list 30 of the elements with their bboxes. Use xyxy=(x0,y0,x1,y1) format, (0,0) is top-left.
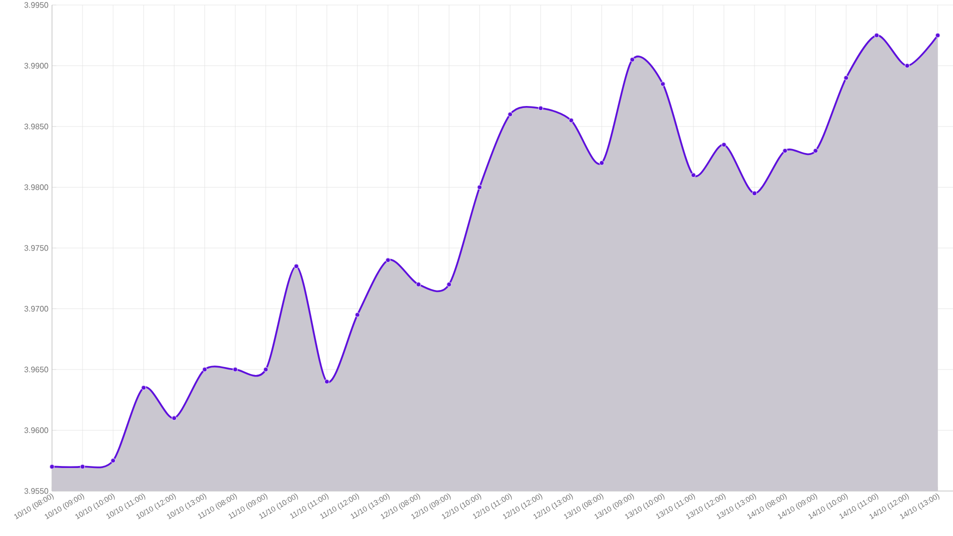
point xyxy=(477,184,482,190)
point xyxy=(385,258,390,263)
point xyxy=(202,367,208,372)
point xyxy=(538,106,544,111)
point xyxy=(874,32,880,38)
point xyxy=(935,32,940,38)
point xyxy=(813,148,818,154)
point xyxy=(110,458,116,464)
point xyxy=(782,148,788,154)
point xyxy=(630,57,635,62)
point xyxy=(904,63,910,68)
point xyxy=(80,464,86,470)
point xyxy=(660,81,666,86)
point xyxy=(721,142,726,148)
point xyxy=(354,312,360,318)
point xyxy=(263,367,268,372)
point xyxy=(844,75,849,80)
point xyxy=(324,379,330,384)
point xyxy=(508,112,513,117)
point xyxy=(294,264,299,269)
point xyxy=(599,160,604,166)
point xyxy=(690,172,696,178)
point xyxy=(232,367,238,372)
point xyxy=(50,464,54,470)
point xyxy=(141,385,146,390)
point xyxy=(172,416,177,421)
point xyxy=(446,282,452,287)
point xyxy=(568,118,574,123)
point xyxy=(752,190,757,196)
point xyxy=(416,282,422,287)
